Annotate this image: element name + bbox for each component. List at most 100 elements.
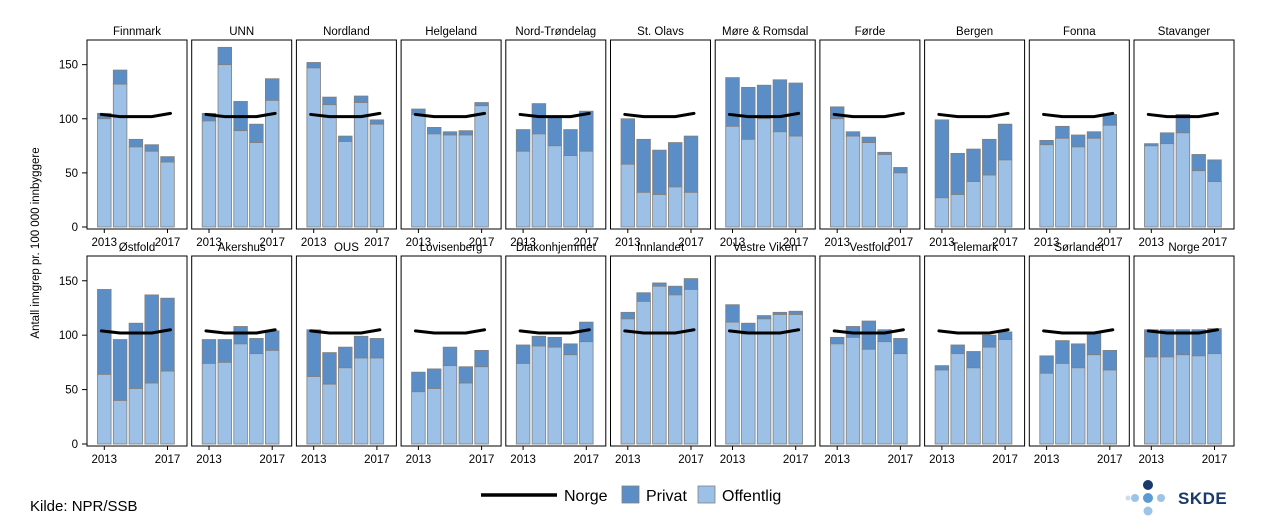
panel-13-bar-privat-2016	[249, 338, 264, 355]
panel-14-norge-line	[309, 328, 382, 335]
panel-12-norge-line	[99, 328, 172, 335]
panel-21-bar-offentlig-2017	[1102, 369, 1118, 445]
panel-4: Helgeland 2013 2017	[400, 26, 502, 249]
panel-15-bar-offentlig-2016	[458, 382, 474, 445]
panel-3-bar-privat-2015	[338, 135, 353, 142]
panel-6-bar-offentlig-2014	[636, 191, 651, 228]
panel-9-bar-privat-2016	[982, 138, 997, 176]
panel-18-bar-offentlig-2016	[772, 314, 788, 445]
panel-4-bar-privat-2017	[474, 102, 489, 107]
panel-21-bar-privat-2016	[1086, 331, 1102, 356]
panel-19-bar-offentlig-2013	[830, 343, 845, 445]
panel-6: St. Olavs 2013 2017	[610, 26, 711, 249]
panel-5: Nord-Trøndelag 2013 2017	[505, 26, 607, 249]
panel-20-bar-offentlig-2013	[934, 369, 950, 445]
panel-3-bar-offentlig-2013	[306, 67, 321, 228]
panel-16-bar-offentlig-2013	[515, 363, 531, 445]
panel-2-title: UNN	[229, 26, 254, 38]
panel-21-bar-privat-2013	[1039, 355, 1054, 374]
panel-1-bar-offentlig-2017	[160, 161, 175, 228]
panel-19-norge-line	[832, 328, 905, 335]
panel-21-title: Sørlandet	[1054, 242, 1105, 254]
panel-15-bar-privat-2013	[411, 371, 426, 393]
panel-3-bar-privat-2016	[353, 95, 369, 103]
panel-12-bar-offentlig-2013	[97, 373, 112, 445]
panel-13-title: Akershus	[218, 242, 266, 254]
panel-15-bar-privat-2014	[426, 368, 442, 389]
panel-10-bar-privat-2014	[1055, 125, 1070, 139]
panel-20-xtick-2017: 2017	[992, 454, 1018, 466]
panel-5-bar-privat-2016	[563, 129, 578, 156]
panel-5-norge-line	[518, 111, 591, 119]
panel-22-bar-offentlig-2014	[1159, 356, 1175, 445]
panel-2-xtick-2017: 2017	[259, 237, 285, 249]
panel-11-bar-offentlig-2013	[1144, 145, 1159, 228]
panel-14-bar-offentlig-2013	[306, 376, 321, 445]
legend-norge-label: Norge	[564, 488, 608, 505]
panel-17-xtick-2017: 2017	[678, 454, 704, 466]
panel-15-bar-offentlig-2014	[426, 388, 442, 445]
panel-21-xtick-2013: 2013	[1034, 454, 1060, 466]
panel-4-bar-offentlig-2015	[442, 134, 458, 228]
panel-13: Akershus 2013 2017	[191, 242, 293, 466]
panel-8-xtick-2017: 2017	[888, 237, 914, 249]
panel-6-bar-offentlig-2017	[683, 191, 699, 228]
panel-12-xtick-2013: 2013	[92, 454, 118, 466]
panel-14-bar-privat-2015	[338, 346, 353, 369]
panel-10: Fonna 2013 2017	[1028, 26, 1130, 249]
panel-6-bar-offentlig-2013	[620, 163, 636, 228]
panel-22-title: Norge	[1168, 242, 1199, 254]
panel-14-bar-offentlig-2016	[353, 357, 369, 445]
panel-1-xtick-2013: 2013	[92, 237, 118, 249]
panel-4-norge-line	[413, 111, 487, 119]
panel-20-bar-offentlig-2015	[966, 367, 981, 445]
panel-1: Finnmark 2013 2017 0 50 100 150	[59, 26, 188, 249]
panel-11-bar-offentlig-2016	[1191, 170, 1206, 228]
panel-8-bar-offentlig-2014	[845, 135, 861, 228]
panel-1-bar-privat-2014	[112, 69, 128, 85]
panel-19-bar-offentlig-2017	[893, 353, 908, 445]
panel-7: Møre & Romsdal 2013 2017	[714, 26, 816, 249]
panel-22-xtick-2017: 2017	[1202, 454, 1228, 466]
legend-offentlig-swatch	[697, 485, 716, 504]
panel-3-bar-offentlig-2017	[369, 123, 385, 228]
panel-19-bar-offentlig-2015	[861, 348, 877, 445]
panel-19: Vestfold 2013 2017	[819, 242, 921, 466]
panel-15-bar-privat-2015	[442, 346, 458, 367]
panel-18-xtick-2017: 2017	[783, 454, 809, 466]
panel-4-xtick-2017: 2017	[469, 237, 495, 249]
panel-8-bar-privat-2013	[830, 106, 845, 120]
panel-18-xtick-2013: 2013	[720, 454, 746, 466]
panel-6-bar-privat-2013	[620, 118, 636, 165]
panel-17-bar-privat-2017	[683, 278, 699, 290]
panel-1-xtick-2017: 2017	[155, 237, 181, 249]
panel-14-bar-privat-2013	[306, 329, 321, 377]
panel-9-bar-offentlig-2013	[934, 197, 950, 228]
panel-22-bar-offentlig-2015	[1175, 354, 1191, 445]
panel-6-xtick-2017: 2017	[678, 237, 704, 249]
panel-9-norge-line	[937, 111, 1010, 119]
panel-8-bar-offentlig-2015	[861, 142, 877, 228]
panel-7-bar-offentlig-2013	[725, 125, 740, 228]
panel-21-bar-privat-2014	[1055, 340, 1070, 364]
panel-2-bar-offentlig-2016	[249, 142, 264, 228]
panel-19-xtick-2013: 2013	[824, 454, 850, 466]
panel-1-bar-privat-2015	[128, 138, 144, 148]
panel-17-bar-offentlig-2015	[652, 285, 667, 445]
panel-14-bar-privat-2014	[322, 352, 337, 385]
panel-12-ytick-50: 50	[65, 385, 78, 397]
panel-4-bar-privat-2016	[458, 130, 474, 136]
panel-16-bar-offentlig-2017	[579, 341, 594, 445]
panel-18-bar-offentlig-2013	[725, 321, 740, 445]
panel-10-bar-offentlig-2013	[1039, 144, 1054, 228]
panel-7-norge-line	[728, 111, 801, 119]
panel-1-bar-offentlig-2013	[97, 118, 112, 228]
panel-14-bar-offentlig-2014	[322, 383, 337, 445]
panel-17-bar-privat-2015	[652, 282, 667, 287]
panel-13-norge-line	[204, 328, 277, 335]
panel-4-bar-privat-2014	[426, 127, 442, 135]
panel-8: Førde 2013 2017	[819, 26, 921, 249]
panel-20-bar-offentlig-2017	[997, 339, 1013, 445]
panel-12-title: Østfold	[119, 242, 155, 254]
panel-17-bar-privat-2013	[620, 311, 636, 320]
